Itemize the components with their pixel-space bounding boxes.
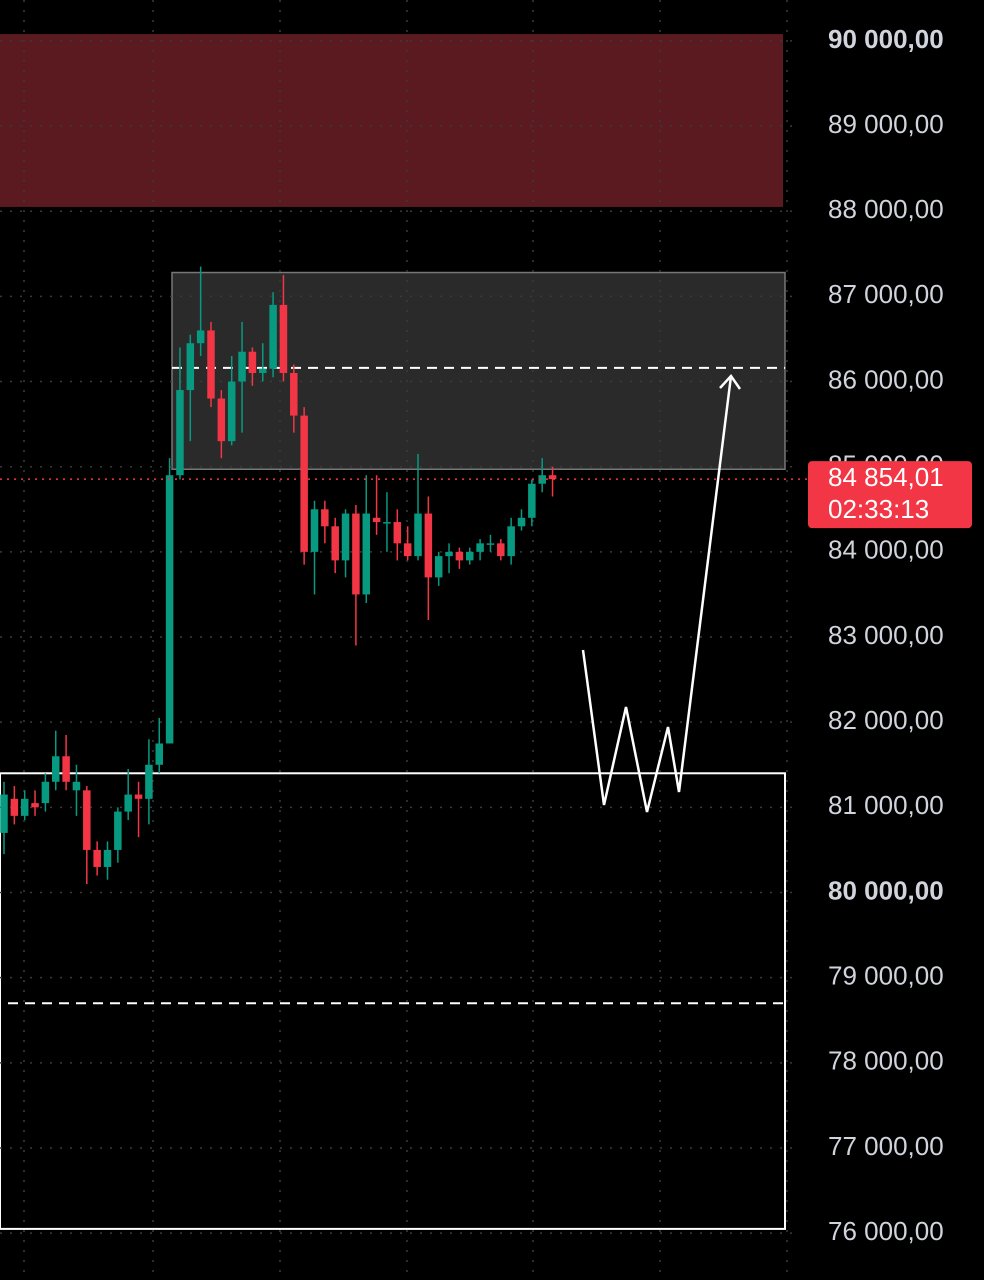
price-axis: 90 000,00 89 000,00 88 000,00 87 000,00 86 0…	[808, 24, 972, 1246]
candle-body	[145, 764, 153, 799]
y-tick-label: 87 000,00	[828, 279, 944, 309]
candle-body	[403, 543, 412, 557]
projection-arrowhead	[719, 374, 742, 390]
candle-body	[20, 798, 29, 816]
candle-body	[238, 351, 246, 382]
candle-body	[0, 794, 8, 833]
candle-body	[196, 330, 205, 344]
candle-body	[497, 543, 505, 557]
candle-body	[455, 551, 464, 561]
y-tick-label: 76 000,00	[828, 1216, 944, 1246]
y-tick-label: 82 000,00	[828, 705, 944, 735]
zone	[0, 34, 783, 207]
candle-body	[466, 551, 474, 561]
candle-body	[528, 483, 536, 518]
candle-body	[41, 781, 50, 804]
price-tag-value: 84 854,01	[828, 462, 944, 492]
candle-body	[300, 415, 308, 552]
candle-body	[186, 343, 195, 391]
y-tick-label: 80 000,00	[828, 875, 944, 905]
candle-body	[310, 509, 319, 552]
candle-body	[134, 794, 143, 799]
candle-body	[248, 351, 257, 374]
candle-body	[176, 390, 184, 476]
candle-body	[476, 543, 484, 552]
price-tag-countdown: 02:33:13	[828, 494, 929, 524]
y-tick-label: 78 000,00	[828, 1046, 944, 1076]
y-tick-label: 83 000,00	[828, 620, 944, 650]
y-tick-label: 84 000,00	[828, 535, 944, 565]
candle-body	[331, 526, 339, 561]
y-tick-label: 88 000,00	[828, 194, 944, 224]
candle-body	[341, 513, 350, 561]
candle-body	[548, 475, 557, 480]
candle-body	[62, 756, 70, 782]
candle-body	[321, 509, 329, 527]
candle-body	[83, 790, 91, 850]
candle-body	[93, 849, 101, 867]
candle-body	[434, 556, 443, 578]
candle-body	[207, 330, 215, 399]
candle-body	[393, 522, 402, 544]
y-tick-label: 81 000,00	[828, 790, 944, 820]
candle-body	[217, 398, 226, 442]
candle-body	[486, 543, 495, 545]
candle-body	[414, 513, 422, 557]
candle-body	[10, 798, 19, 816]
candle-body	[165, 475, 174, 744]
candle-body	[279, 304, 288, 374]
candle-body	[124, 794, 132, 812]
candle-body	[114, 811, 122, 850]
candle-body	[517, 517, 526, 527]
candle-body	[227, 381, 236, 442]
y-tick-label: 86 000,00	[828, 364, 944, 394]
price-tag	[808, 461, 972, 529]
candle-body	[362, 513, 370, 595]
zone	[0, 772, 786, 1230]
candle-body	[52, 756, 60, 782]
candle-body	[72, 781, 81, 791]
candle-body	[372, 517, 381, 523]
candles	[0, 266, 808, 884]
candle-body	[259, 368, 267, 374]
candle-body	[290, 373, 298, 416]
grid	[0, 0, 800, 1280]
candle-body	[445, 551, 453, 557]
candle-body	[31, 803, 39, 808]
candle-body	[103, 849, 112, 867]
candle-body	[538, 475, 546, 484]
candle-body	[507, 526, 515, 557]
candle-body	[383, 522, 391, 524]
candle-body	[424, 513, 433, 578]
candle-body	[269, 304, 277, 369]
projection-path	[581, 375, 733, 813]
y-tick-label: 79 000,00	[828, 961, 944, 991]
y-tick-label: 89 000,00	[828, 109, 944, 139]
candle-body	[352, 513, 360, 595]
candle-body	[155, 743, 163, 765]
y-tick-label: 77 000,00	[828, 1131, 944, 1161]
y-tick-label: 90 000,00	[828, 24, 944, 54]
